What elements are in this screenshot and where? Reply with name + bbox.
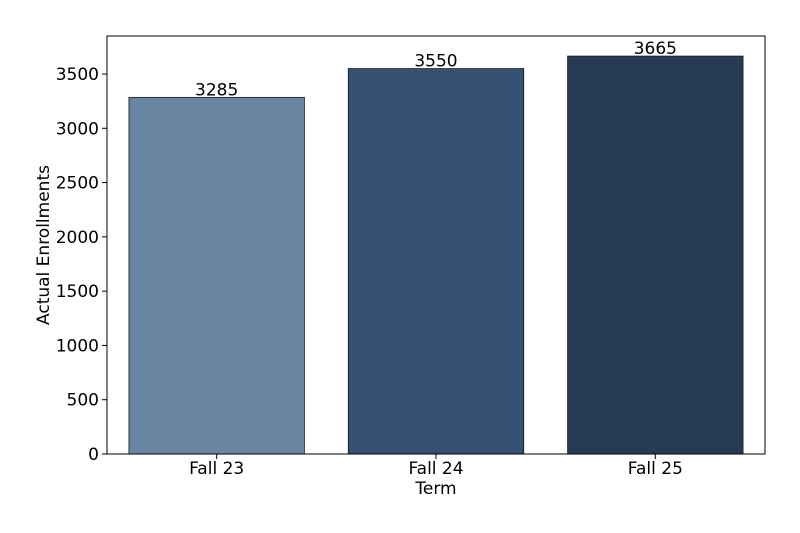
- y-axis-title: Actual Enrollments: [34, 165, 54, 325]
- data-label-fall-25: 3665: [634, 39, 677, 59]
- y-tick-label: 500: [67, 391, 99, 411]
- y-axis: 0 500 1000 1500 2000 2500 3000 3500: [56, 65, 107, 465]
- data-label-fall-23: 3285: [195, 80, 238, 100]
- y-tick-label: 1500: [56, 282, 99, 302]
- y-tick-label: 2500: [56, 174, 99, 194]
- x-axis-title: Term: [414, 479, 456, 499]
- x-tick-label-fall-25: Fall 25: [628, 459, 683, 479]
- bar-fall-24: [347, 68, 525, 455]
- y-tick-label: 2000: [56, 228, 99, 248]
- y-tick-label: 0: [88, 445, 99, 465]
- y-tick-label: 3500: [56, 65, 99, 85]
- y-tick-label: 3000: [56, 119, 99, 139]
- x-axis: Fall 23 Fall 24 Fall 25: [189, 454, 683, 479]
- bars-group: [128, 55, 744, 455]
- data-labels-group: 3285 3550 3665: [195, 39, 677, 100]
- bar-fall-25: [567, 55, 744, 455]
- x-tick-label-fall-24: Fall 24: [408, 459, 463, 479]
- data-label-fall-24: 3550: [414, 52, 457, 72]
- bar-fall-23: [128, 96, 305, 455]
- x-tick-label-fall-23: Fall 23: [189, 459, 244, 479]
- y-tick-label: 1000: [56, 336, 99, 356]
